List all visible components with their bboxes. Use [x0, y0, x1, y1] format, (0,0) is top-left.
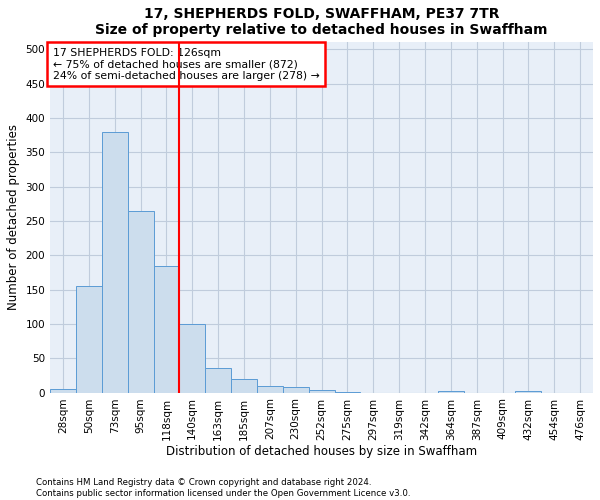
Bar: [128, 210, 154, 392]
Y-axis label: Number of detached properties: Number of detached properties: [7, 124, 20, 310]
Bar: [231, 379, 257, 392]
Text: Contains HM Land Registry data © Crown copyright and database right 2024.
Contai: Contains HM Land Registry data © Crown c…: [36, 478, 410, 498]
Bar: [50, 389, 76, 392]
Bar: [308, 390, 335, 392]
Bar: [102, 132, 128, 392]
Text: 17 SHEPHERDS FOLD: 126sqm
← 75% of detached houses are smaller (872)
24% of semi: 17 SHEPHERDS FOLD: 126sqm ← 75% of detac…: [53, 48, 320, 81]
Bar: [283, 387, 308, 392]
X-axis label: Distribution of detached houses by size in Swaffham: Distribution of detached houses by size …: [166, 445, 477, 458]
Bar: [205, 368, 231, 392]
Bar: [438, 391, 464, 392]
Bar: [76, 286, 102, 393]
Bar: [515, 391, 541, 392]
Title: 17, SHEPHERDS FOLD, SWAFFHAM, PE37 7TR
Size of property relative to detached hou: 17, SHEPHERDS FOLD, SWAFFHAM, PE37 7TR S…: [95, 7, 548, 37]
Bar: [179, 324, 205, 392]
Bar: [257, 386, 283, 392]
Bar: [154, 266, 179, 392]
